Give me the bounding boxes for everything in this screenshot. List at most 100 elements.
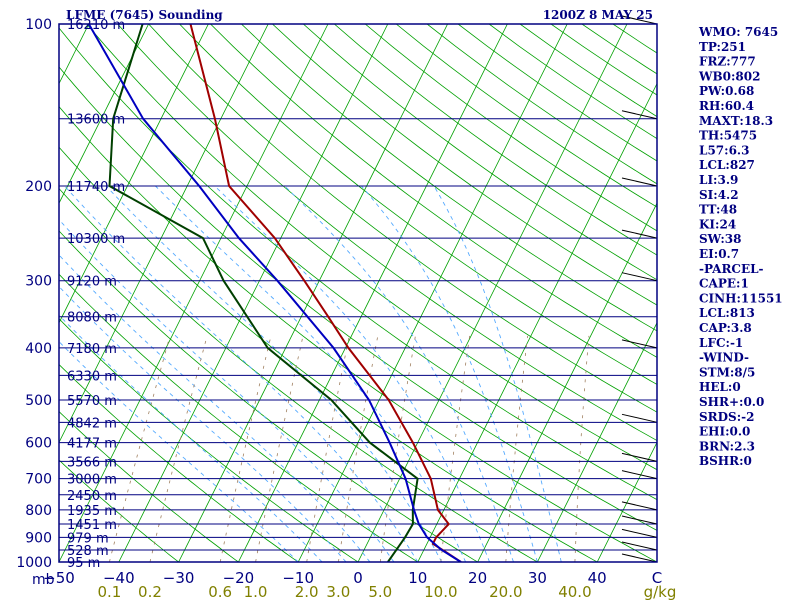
mixing-ratio-line xyxy=(440,335,471,562)
index-item: HEL:0 xyxy=(699,380,741,394)
height-tick-label: 5570 m xyxy=(67,394,117,409)
index-item: EHI:0.0 xyxy=(699,425,750,439)
index-item: MAXT:18.3 xyxy=(699,114,773,128)
index-item: PW:0.68 xyxy=(699,84,754,98)
wind-barb xyxy=(621,339,658,349)
height-tick-label: 7180 m xyxy=(67,342,117,357)
chart-title: LFME (7645) Sounding xyxy=(66,8,223,22)
index-item: TP:251 xyxy=(699,40,746,54)
isotherm-line xyxy=(59,24,329,562)
isotherm-line xyxy=(297,24,568,562)
dry-adiabat-line xyxy=(59,273,419,562)
plot-frame xyxy=(58,23,658,563)
pressure-tick-label: 300 xyxy=(25,274,52,290)
pressure-tick-label: 700 xyxy=(25,472,52,488)
height-tick-label: 1935 m xyxy=(67,504,117,519)
moist-adiabat-line xyxy=(433,185,562,562)
index-item: SRDS:-2 xyxy=(699,410,754,424)
moist-adiabat-line xyxy=(361,185,538,562)
isotherm-line xyxy=(417,82,657,562)
height-tick-label: 2450 m xyxy=(67,489,117,504)
index-item: L57:6.3 xyxy=(699,143,749,157)
index-item: CAPE:1 xyxy=(699,277,749,291)
temperature-tick-label: −10 xyxy=(282,569,314,587)
isobars xyxy=(59,23,657,563)
wind-barb xyxy=(621,541,658,551)
temperature-tick-label: −20 xyxy=(223,569,255,587)
wind-barb xyxy=(621,515,658,525)
wind-barb xyxy=(621,470,658,480)
index-item: -PARCEL- xyxy=(699,262,764,276)
isotherm-line xyxy=(59,24,149,205)
index-item: LCL:813 xyxy=(699,306,755,320)
pressure-tick-label: 800 xyxy=(25,503,52,519)
index-item: LCL:827 xyxy=(699,158,755,172)
wind-barb xyxy=(621,110,658,120)
mixing-ratio-tick-label: 10.0 xyxy=(424,583,457,600)
isotherm-line xyxy=(238,24,508,562)
height-tick-label: 528 m xyxy=(67,544,109,559)
profiles xyxy=(87,24,462,562)
mixing-ratio-line xyxy=(379,335,416,562)
pressure-tick-label: 900 xyxy=(25,530,52,546)
temperature-tick-label: 20 xyxy=(468,569,487,587)
index-item: LI:3.9 xyxy=(699,173,738,187)
temperature-tick-label: −30 xyxy=(163,569,195,587)
mixing-ratio-line xyxy=(306,335,350,562)
mixing-ratio-tick-label: 3.0 xyxy=(326,583,350,600)
mixing-ratio-line xyxy=(338,335,379,562)
temperature-profile-line xyxy=(189,24,462,562)
isotherm-line xyxy=(59,24,209,324)
wind-barb xyxy=(621,452,658,462)
moist-adiabat-line xyxy=(59,219,395,562)
temperature-tick-label: −50 xyxy=(43,569,75,587)
mixing-ratio-line xyxy=(574,335,590,562)
pressure-tick-label: 400 xyxy=(25,341,52,357)
mixing-ratio-line xyxy=(505,335,528,562)
mixing-ratio-tick-label: 0.1 xyxy=(97,583,121,600)
dry-adiabat-line xyxy=(59,318,359,562)
index-item: KI:24 xyxy=(699,217,736,231)
temperature-tick-label: C xyxy=(652,569,662,587)
height-tick-label: 979 m xyxy=(67,531,109,546)
mixing-ratio-tick-label: 5.0 xyxy=(368,583,392,600)
wind-barb xyxy=(621,413,658,423)
parcel-path-line xyxy=(87,24,462,562)
wind-barb xyxy=(621,501,658,511)
isotherm-line xyxy=(477,202,657,562)
height-tick-label: 4177 m xyxy=(67,437,117,452)
isotherm-line xyxy=(537,321,657,562)
pressure-tick-label: 600 xyxy=(25,436,52,452)
temperature-tick-label: 10 xyxy=(408,569,427,587)
height-tick-label: 3000 m xyxy=(67,473,117,488)
height-tick-label: 3566 m xyxy=(67,455,117,470)
pressure-tick-label: 100 xyxy=(25,17,52,33)
mixing-ratio-line xyxy=(109,335,171,562)
index-item: BRN:2.3 xyxy=(699,439,755,453)
chart-datetime: 1200Z 8 MAY 25 xyxy=(543,8,653,22)
dewpoint-profile-line xyxy=(108,24,419,562)
mixing-ratio-tick-label: 0.6 xyxy=(208,583,232,600)
height-tick-label: 1451 m xyxy=(67,518,117,533)
index-item: -WIND- xyxy=(699,351,749,365)
index-item: CINH:11551 xyxy=(699,291,783,305)
isotherm-line xyxy=(118,24,389,562)
moist-adiabat-line xyxy=(59,254,371,562)
wind-barb xyxy=(621,177,658,187)
index-item: SHR+:0.0 xyxy=(699,395,764,409)
mixing-ratio-line xyxy=(255,335,304,562)
pressure-tick-label: 1000 xyxy=(16,555,52,571)
mixing-ratio-tick-label: g/kg xyxy=(644,583,677,600)
mixing-ratio-tick-label: 1.0 xyxy=(244,583,268,600)
temperature-tick-label: 0 xyxy=(353,569,363,587)
index-item: TT:48 xyxy=(699,203,737,217)
mixing-ratio-tick-label: 20.0 xyxy=(489,583,522,600)
pressure-unit-label: mb xyxy=(32,572,55,588)
height-tick-label: 95 m xyxy=(67,556,100,571)
index-item: BSHR:0 xyxy=(699,454,752,468)
wind-barb xyxy=(621,229,658,239)
pressure-tick-label: 200 xyxy=(25,179,52,195)
dry-adiabat-line xyxy=(59,66,657,531)
